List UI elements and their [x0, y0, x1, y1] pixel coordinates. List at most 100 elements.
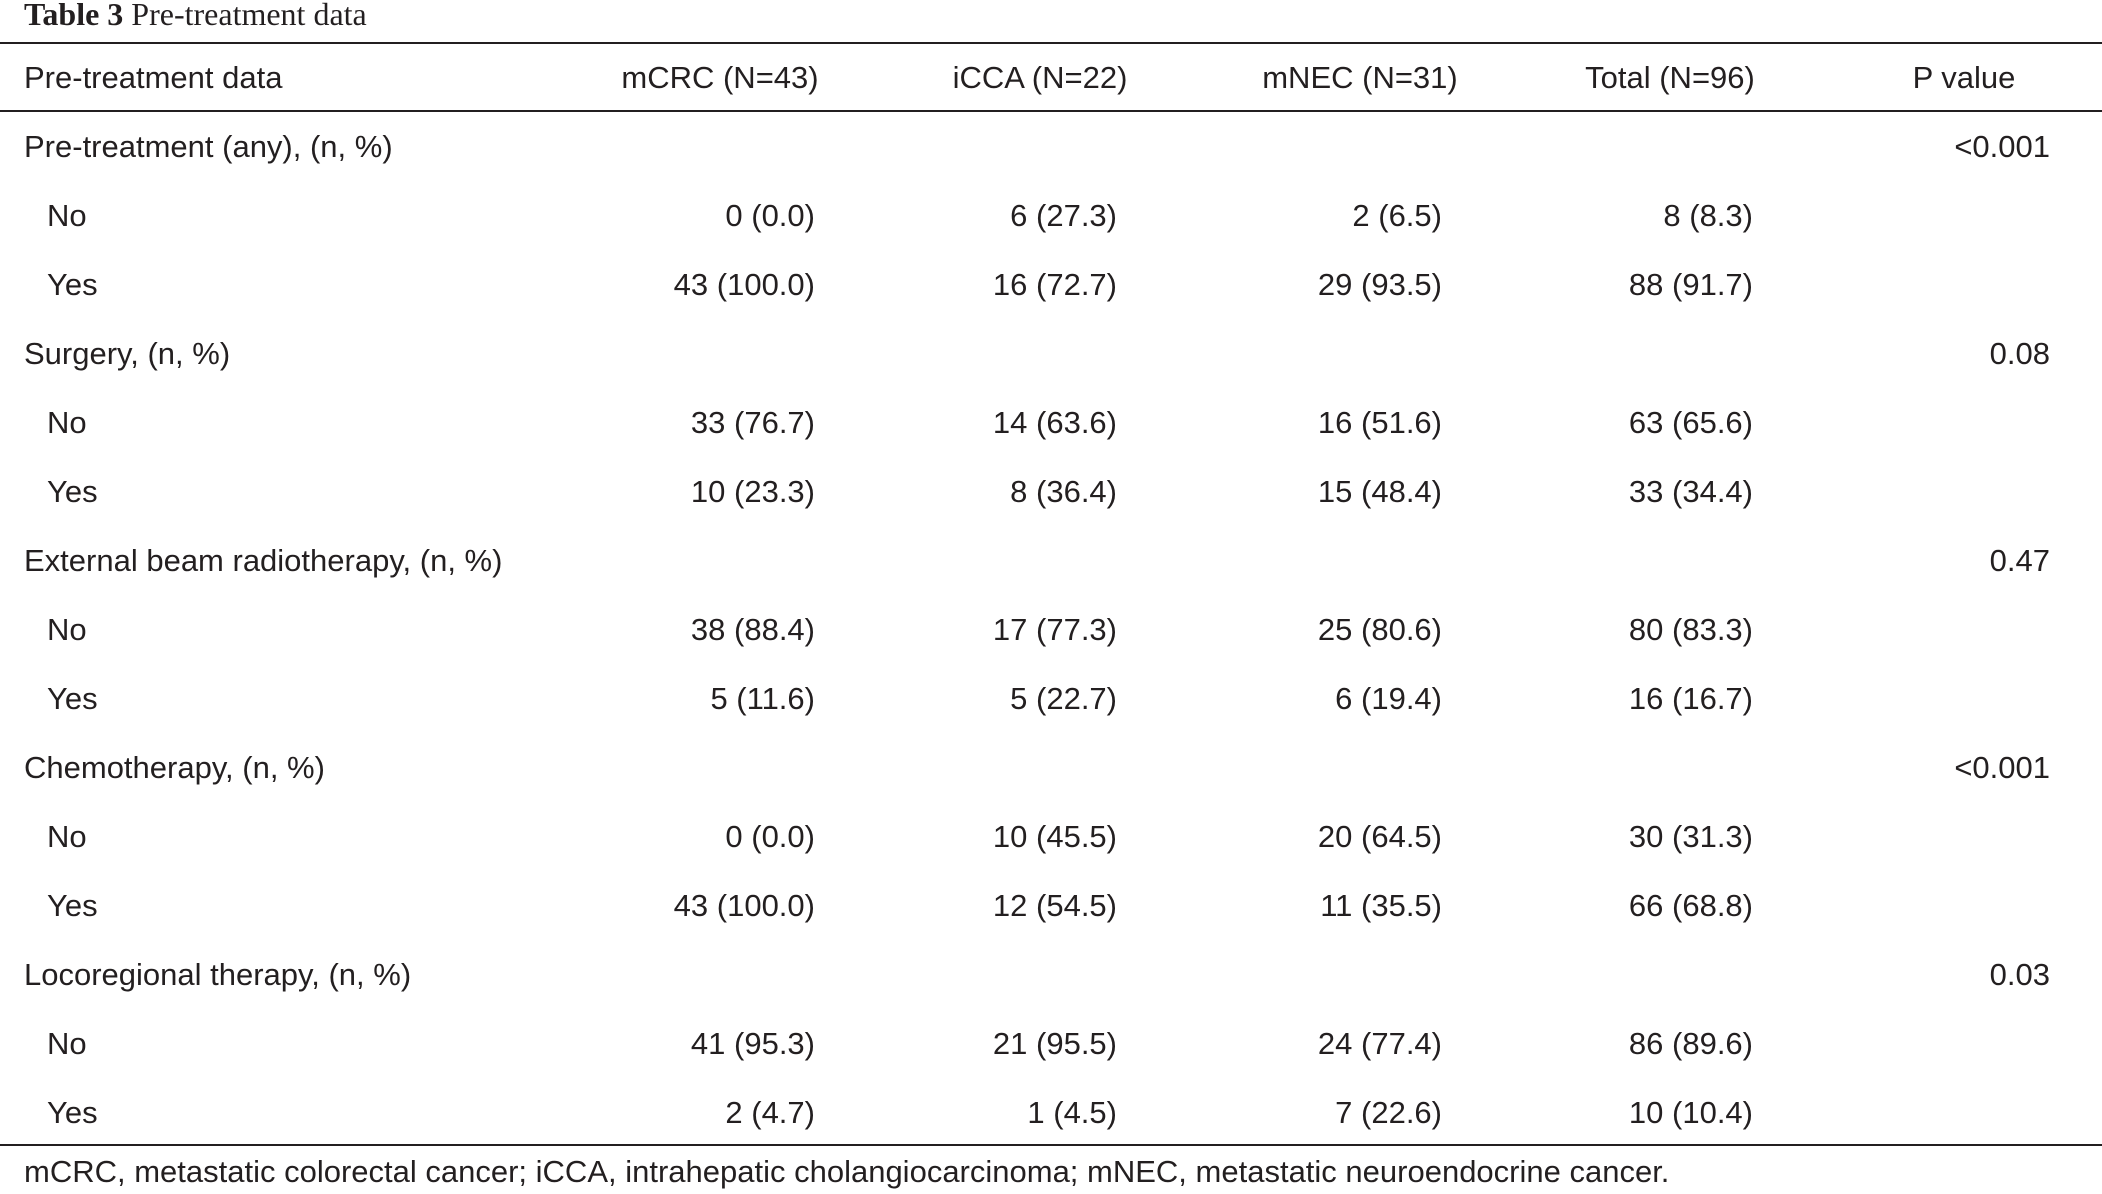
cell-mnec [1200, 733, 1442, 802]
table-row: No 0 (0.0) 10 (45.5) 20 (64.5) 30 (31.3) [0, 802, 2102, 871]
cell-mcrc [560, 112, 815, 181]
row-label: Chemotherapy, (n, %) [24, 750, 325, 785]
cell-total: 66 (68.8) [1628, 888, 1753, 923]
cell-p-value [1860, 595, 2050, 664]
row-label: Surgery, (n, %) [24, 336, 231, 371]
table-row: Yes 43 (100.0) 12 (54.5) 11 (35.5) 66 (6… [0, 871, 2102, 940]
cell-icca: 16 (72.7) [992, 267, 1117, 302]
table-row: No 38 (88.4) 17 (77.3) 25 (80.6) 80 (83.… [0, 595, 2102, 664]
cell-mcrc: 0 (0.0) [725, 198, 815, 233]
table-footnote: mCRC, metastatic colorectal cancer; iCCA… [24, 1154, 1670, 1189]
cell-mcrc: 33 (76.7) [690, 405, 815, 440]
cell-icca [890, 940, 1117, 1009]
cell-p-value [1860, 250, 2050, 319]
cell-icca: 14 (63.6) [992, 405, 1117, 440]
table-caption: Table 3 Pre-treatment data [24, 0, 367, 34]
table-row: Chemotherapy, (n, %) <0.001 [0, 733, 2102, 802]
cell-mcrc [560, 733, 815, 802]
cell-mcrc: 43 (100.0) [673, 267, 815, 302]
cell-total: 33 (34.4) [1628, 474, 1753, 509]
cell-p-value: 0.47 [1989, 543, 2050, 578]
column-header-label: Pre-treatment data [24, 60, 283, 95]
cell-icca: 21 (95.5) [992, 1026, 1117, 1061]
table-row: No 33 (76.7) 14 (63.6) 16 (51.6) 63 (65.… [0, 388, 2102, 457]
cell-total: 88 (91.7) [1628, 267, 1753, 302]
row-label: No [47, 612, 87, 647]
cell-p-value: 0.03 [1989, 957, 2050, 992]
cell-p-value: 0.08 [1989, 336, 2050, 371]
cell-icca: 8 (36.4) [1010, 474, 1117, 509]
cell-mcrc: 5 (11.6) [710, 681, 815, 716]
table-row: Surgery, (n, %) 0.08 [0, 319, 2102, 388]
cell-mnec: 6 (19.4) [1335, 681, 1442, 716]
cell-total: 86 (89.6) [1628, 1026, 1753, 1061]
cell-total [1520, 112, 1753, 181]
row-label: No [47, 1026, 87, 1061]
table-number: Table 3 [24, 0, 124, 32]
cell-mnec: 16 (51.6) [1317, 405, 1442, 440]
cell-mcrc: 38 (88.4) [690, 612, 815, 647]
cell-p-value [1860, 1009, 2050, 1078]
row-label: No [47, 198, 87, 233]
column-header-icca: iCCA (N=22) [952, 60, 1128, 95]
cell-icca [890, 526, 1117, 595]
cell-total [1520, 526, 1753, 595]
cell-total [1520, 940, 1753, 1009]
cell-mnec: 24 (77.4) [1317, 1026, 1442, 1061]
cell-total [1520, 733, 1753, 802]
cell-icca: 17 (77.3) [992, 612, 1117, 647]
cell-icca [890, 319, 1117, 388]
row-label: Pre-treatment (any), (n, %) [24, 129, 393, 164]
row-label: No [47, 405, 87, 440]
cell-mnec: 29 (93.5) [1317, 267, 1442, 302]
row-label: Yes [47, 267, 98, 302]
cell-p-value: <0.001 [1954, 129, 2050, 164]
row-label: Locoregional therapy, (n, %) [24, 957, 412, 992]
cell-icca [890, 112, 1117, 181]
row-label: External beam radiotherapy, (n, %) [24, 543, 503, 578]
table-row: Pre-treatment (any), (n, %) <0.001 [0, 112, 2102, 181]
cell-icca: 10 (45.5) [992, 819, 1117, 854]
cell-p-value [1860, 802, 2050, 871]
cell-mcrc [560, 940, 815, 1009]
cell-p-value [1860, 664, 2050, 733]
row-label: Yes [47, 474, 98, 509]
cell-mcrc: 2 (4.7) [725, 1095, 815, 1130]
table-row: Yes 43 (100.0) 16 (72.7) 29 (93.5) 88 (9… [0, 250, 2102, 319]
cell-total: 30 (31.3) [1628, 819, 1753, 854]
cell-icca: 1 (4.5) [1027, 1095, 1117, 1130]
cell-total [1520, 319, 1753, 388]
cell-mcrc: 0 (0.0) [725, 819, 815, 854]
table-row: No 0 (0.0) 6 (27.3) 2 (6.5) 8 (8.3) [0, 181, 2102, 250]
row-label: Yes [47, 1095, 98, 1130]
cell-p-value [1860, 457, 2050, 526]
cell-mnec: 2 (6.5) [1352, 198, 1442, 233]
table-header-row: Pre-treatment data mCRC (N=43) iCCA (N=2… [0, 43, 2102, 112]
row-label: No [47, 819, 87, 854]
cell-mnec: 11 (35.5) [1320, 888, 1442, 923]
table-row: Yes 10 (23.3) 8 (36.4) 15 (48.4) 33 (34.… [0, 457, 2102, 526]
table-row: Yes 2 (4.7) 1 (4.5) 7 (22.6) 10 (10.4) [0, 1078, 2102, 1147]
column-header-mnec: mNEC (N=31) [1262, 60, 1458, 95]
cell-mcrc [560, 526, 815, 595]
cell-mnec: 20 (64.5) [1317, 819, 1442, 854]
table-row: Locoregional therapy, (n, %) 0.03 [0, 940, 2102, 1009]
cell-p-value [1860, 388, 2050, 457]
cell-mcrc: 10 (23.3) [690, 474, 815, 509]
table-row: External beam radiotherapy, (n, %) 0.47 [0, 526, 2102, 595]
table-row: Yes 5 (11.6) 5 (22.7) 6 (19.4) 16 (16.7) [0, 664, 2102, 733]
cell-total: 10 (10.4) [1628, 1095, 1753, 1130]
column-header-total: Total (N=96) [1585, 60, 1755, 95]
cell-mcrc: 41 (95.3) [690, 1026, 815, 1061]
cell-total: 16 (16.7) [1628, 681, 1753, 716]
cell-mnec: 25 (80.6) [1317, 612, 1442, 647]
cell-total: 8 (8.3) [1663, 198, 1753, 233]
cell-mnec [1200, 319, 1442, 388]
column-header-p-value: P value [1912, 60, 2016, 95]
cell-icca: 5 (22.7) [1010, 681, 1117, 716]
bottom-rule [0, 1144, 2102, 1146]
table-title: Pre-treatment data [131, 0, 367, 32]
cell-p-value [1860, 181, 2050, 250]
top-rule [0, 42, 2102, 44]
cell-mcrc [560, 319, 815, 388]
